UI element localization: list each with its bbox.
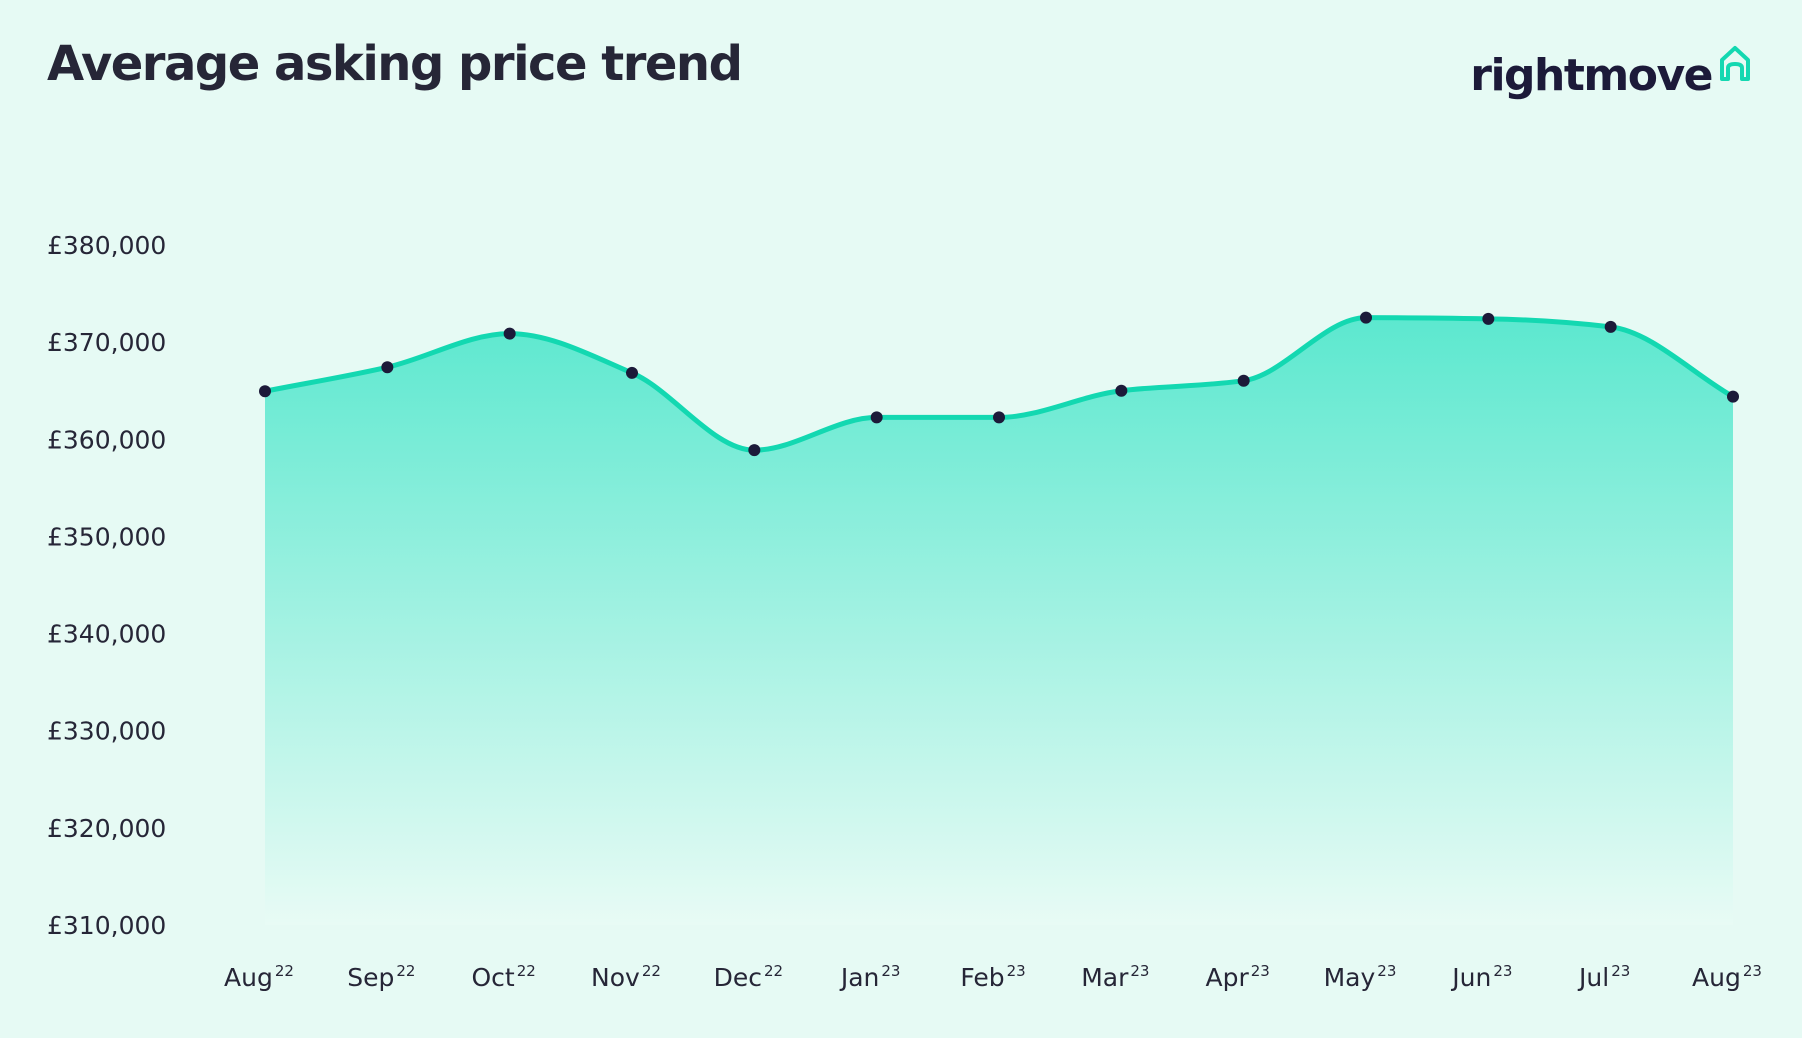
x-tick-label: Mar 23: [1081, 962, 1149, 992]
x-tick-month: Mar: [1081, 963, 1129, 992]
area-fill: [265, 317, 1733, 926]
x-tick-month: Sep: [347, 963, 394, 992]
x-tick-year: 22: [764, 962, 783, 980]
data-point: [1604, 320, 1617, 333]
y-tick-label: £340,000: [47, 620, 166, 649]
x-tick-year: 23: [1377, 962, 1396, 980]
x-tick-year: 22: [396, 962, 415, 980]
x-tick-label: Jul 23: [1577, 962, 1630, 992]
data-point: [1115, 384, 1128, 397]
data-point: [259, 385, 271, 398]
data-point: [993, 411, 1005, 424]
y-tick-label: £320,000: [47, 814, 166, 843]
data-point: [1482, 312, 1495, 325]
data-point: [503, 327, 516, 340]
x-tick-label: Aug 22: [224, 962, 294, 992]
x-tick-month: Feb: [960, 963, 1004, 992]
data-point: [1237, 374, 1250, 387]
data-point: [381, 361, 394, 374]
x-tick-label: Feb 23: [960, 962, 1025, 992]
x-tick-month: Jun: [1450, 963, 1491, 992]
y-tick-label: £370,000: [47, 328, 166, 357]
x-tick-year: 23: [1493, 962, 1512, 980]
x-tick-year: 23: [881, 962, 900, 980]
x-tick-label: Jun 23: [1450, 962, 1512, 992]
x-tick-year: 22: [275, 962, 294, 980]
x-tick-year: 23: [1007, 962, 1026, 980]
x-tick-label: Apr 23: [1205, 962, 1269, 992]
x-tick-label: May 23: [1324, 962, 1397, 992]
brand-name: rightmove: [1470, 50, 1713, 101]
x-tick-year: 23: [1130, 962, 1149, 980]
x-tick-year: 23: [1251, 962, 1270, 980]
y-tick-label: £350,000: [47, 522, 166, 551]
data-points: [259, 311, 1739, 457]
data-point: [626, 366, 638, 379]
x-tick-label: Oct 22: [472, 962, 536, 992]
x-tick-month: Jul: [1577, 963, 1609, 992]
x-tick-month: Oct: [472, 963, 515, 992]
data-point: [1727, 390, 1739, 403]
y-axis: £380,000 £370,000 £360,000 £350,000 £340,000…: [47, 231, 166, 940]
x-tick-year: 23: [1743, 962, 1762, 980]
x-tick-month: Dec: [714, 963, 762, 992]
x-tick-label: Jan 23: [839, 962, 901, 992]
x-tick-month: May: [1324, 963, 1376, 992]
x-tick-label: Nov 22: [591, 962, 661, 992]
rightmove-logo: rightmove: [1470, 44, 1752, 98]
y-tick-label: £360,000: [47, 425, 166, 454]
y-tick-label: £380,000: [47, 231, 166, 260]
x-tick-month: Jan: [839, 963, 880, 992]
x-tick-month: Nov: [591, 963, 640, 992]
y-tick-label: £310,000: [47, 911, 166, 940]
y-tick-label: £330,000: [47, 717, 166, 746]
data-point: [870, 411, 883, 424]
x-tick-month: Aug: [224, 963, 273, 992]
x-tick-year: 22: [517, 962, 536, 980]
x-tick-month: Aug: [1692, 963, 1741, 992]
x-tick-month: Apr: [1205, 963, 1249, 992]
x-axis: Aug 22 Sep 22 Oct 22 Nov 22 Dec 22 Jan 23 Feb 23 Mar 23…: [224, 962, 1762, 992]
data-point: [748, 444, 761, 457]
x-tick-label: Dec 22: [714, 962, 783, 992]
x-tick-label: Sep 22: [347, 962, 415, 992]
x-tick-year: 23: [1611, 962, 1630, 980]
x-tick-label: Aug 23: [1692, 962, 1762, 992]
x-tick-year: 22: [642, 962, 661, 980]
chart-title: Average asking price trend: [47, 36, 743, 92]
data-point: [1360, 311, 1372, 324]
house-outline-icon: [1720, 46, 1750, 81]
